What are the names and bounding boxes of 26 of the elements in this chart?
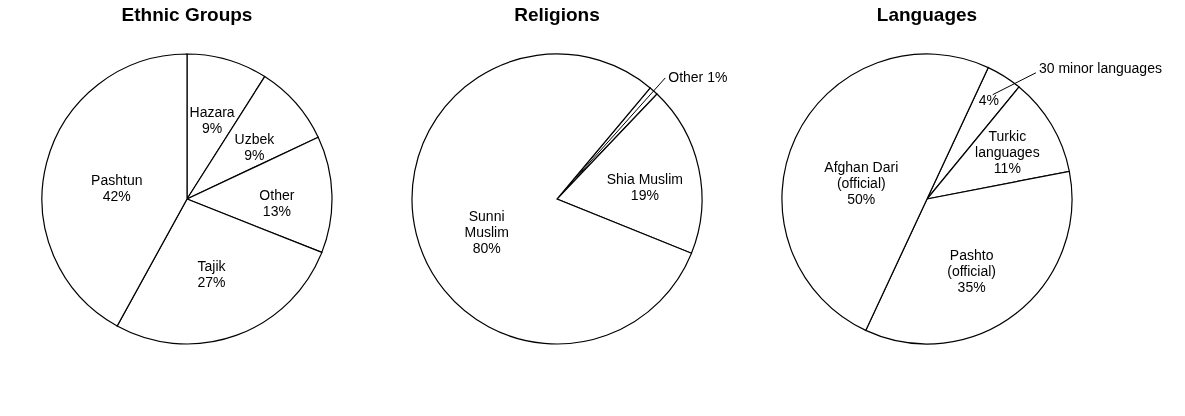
slice-label: Shia Muslim [606, 171, 683, 187]
data-label: 27% [197, 274, 226, 291]
slice-label: Turkic languages [975, 127, 1040, 160]
slice-label: Other [259, 187, 295, 204]
chart-title: Ethnic Groups [121, 4, 253, 25]
chart-title: Languages [876, 4, 978, 25]
slice-label: 30 minor languages [1038, 59, 1162, 76]
data-label: 9% [201, 119, 223, 136]
data-label: 42% [102, 187, 131, 204]
slice-label: Uzbek [234, 130, 276, 147]
slice-label: Hazara [189, 103, 235, 120]
data-label: 11% [993, 159, 1021, 176]
chart-title: Religions [514, 4, 600, 25]
slice-label: Pashto (official) [947, 247, 997, 280]
data-label: 50% [847, 191, 876, 208]
data-label: 13% [262, 203, 291, 220]
data-label: 4% [978, 91, 999, 108]
data-label: 80% [472, 239, 501, 256]
slice-label: Pashtun [91, 171, 143, 188]
slice-label: Tajik [197, 258, 227, 275]
data-label: 35% [957, 279, 986, 296]
data-label: 19% [630, 187, 659, 203]
slice-label: Afghan Dari (official) [824, 159, 899, 192]
data-label: 9% [244, 146, 265, 163]
slice-label: Other 1% [668, 68, 728, 85]
slice-label: Sunni Muslim [464, 207, 509, 240]
